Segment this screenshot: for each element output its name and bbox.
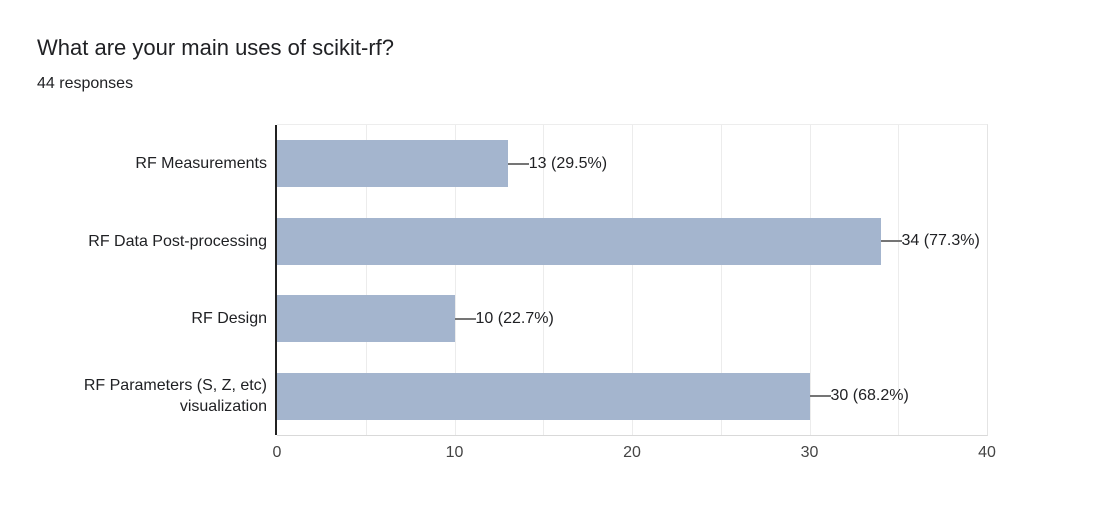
x-tick-label: 30	[800, 444, 819, 461]
gridline	[898, 125, 900, 435]
value-callout: 34 (77.3%)	[880, 232, 980, 250]
bar	[277, 217, 881, 265]
x-tick-label: 0	[272, 444, 282, 461]
value-label: 10 (22.7%)	[475, 309, 554, 327]
value-label: 34 (77.3%)	[901, 232, 980, 250]
x-tick-label: 10	[445, 444, 464, 461]
gridline	[365, 125, 367, 435]
bar-row: RF Design 10 (22.7%)	[191, 280, 987, 358]
gridline	[809, 125, 811, 435]
bar	[277, 372, 810, 420]
gridlines	[277, 125, 987, 435]
x-axis: 0 10 20 30 40	[273, 435, 996, 465]
value-label: 13 (29.5%)	[528, 154, 608, 172]
bar	[277, 140, 508, 188]
value-callout: 13 (29.5%)	[507, 154, 608, 173]
value-callout: 30 (68.2%)	[809, 387, 909, 405]
x-tick-label: 40	[978, 444, 996, 461]
bar-rows: RF Measurements 13 (29.5%) RF Data Post-…	[84, 125, 987, 436]
category-label: RF Parameters (S, Z, etc) visualization	[27, 358, 267, 436]
gridline	[720, 125, 722, 435]
category-label: RF Data Post-processing	[27, 203, 267, 281]
gridline	[543, 125, 545, 435]
category-label-line: RF Data Post-processing	[88, 232, 267, 250]
category-label: RF Measurements	[27, 125, 267, 203]
leader-line	[507, 162, 529, 165]
category-label-line: visualization	[179, 398, 267, 416]
category-label: RF Design	[27, 280, 267, 358]
page-title: What are your main uses of scikit-rf?	[37, 35, 395, 60]
category-label-line: RF Design	[191, 310, 267, 328]
gridline	[454, 125, 456, 435]
leader-line	[880, 240, 902, 243]
category-label-line: RF Parameters (S, Z, etc)	[83, 377, 267, 395]
x-tick-label: 20	[623, 444, 641, 461]
value-label: 30 (68.2%)	[830, 387, 909, 405]
response-count: 44 responses	[37, 75, 134, 92]
bar	[277, 295, 455, 343]
category-label-line: RF Measurements	[135, 155, 267, 173]
gridline	[632, 125, 633, 435]
value-callout: 10 (22.7%)	[454, 309, 554, 328]
bar-chart: RF Measurements 13 (29.5%) RF Data Post-…	[84, 124, 996, 461]
leader-line	[809, 395, 831, 398]
leader-line	[454, 317, 476, 320]
bar-row: RF Data Post-processing 34 (77.3%)	[88, 203, 987, 281]
bar-row: RF Measurements 13 (29.5%)	[135, 125, 987, 203]
bar-row: RF Parameters (S, Z, etc) visualization …	[84, 358, 987, 436]
y-axis-line	[275, 125, 277, 435]
